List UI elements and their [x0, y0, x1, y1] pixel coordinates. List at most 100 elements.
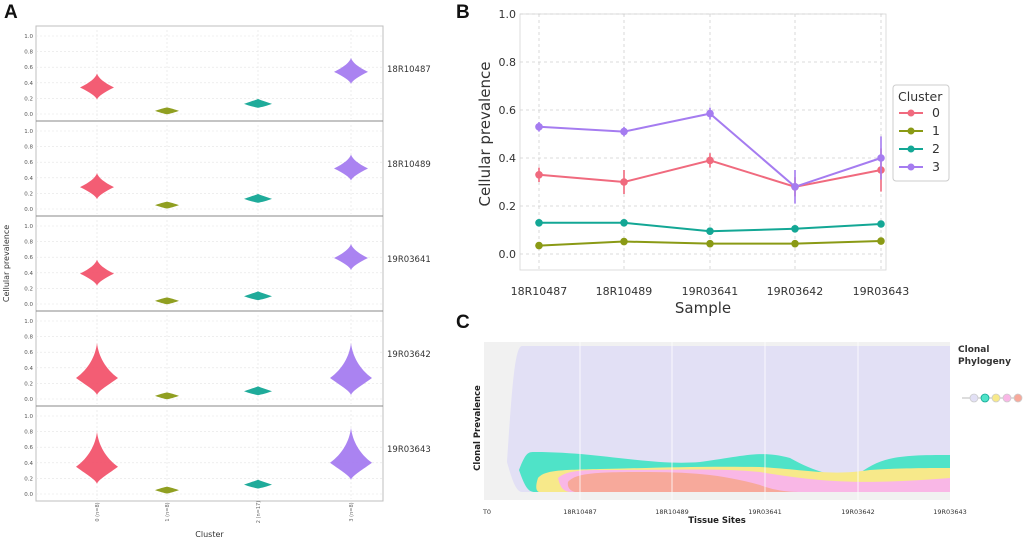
y-tick-label: 1.0: [24, 129, 33, 135]
series-2: [535, 219, 885, 235]
data-point: [877, 237, 885, 245]
panel-c-xlabel: Tissue Sites: [688, 516, 746, 526]
legend-label: 0: [932, 105, 940, 120]
violin-cluster-2: [244, 193, 272, 203]
panel-a-violin-plots: Cellular prevalence Cluster 0.0 0.2 0.4 0.6 0.…: [2, 25, 431, 539]
x-tick-label: 3 (n=8): [349, 502, 355, 521]
data-point: [877, 220, 885, 228]
sample-label: 19R03641: [387, 255, 431, 265]
violin-cluster-3: [330, 427, 372, 480]
x-tick-label: 18R10487: [511, 285, 568, 298]
violin-cluster-3: [334, 57, 368, 84]
x-tick-label: 0 (n=8): [95, 502, 101, 521]
x-tick-label: 19R03643: [853, 285, 910, 298]
y-tick-label: 0.0: [24, 492, 33, 498]
y-tick-label: 0.4: [24, 271, 33, 277]
violin-cluster-0: [76, 431, 118, 484]
y-tick-label: 0.0: [24, 397, 33, 403]
y-tick-label: 0.6: [24, 445, 33, 451]
panel-b-ylabel: Cellular prevalence: [476, 62, 494, 207]
y-tick-label: 0.0: [24, 112, 33, 118]
series-3: [535, 107, 885, 204]
violin-cluster-0: [76, 342, 118, 395]
y-tick-label: 0.8: [24, 145, 33, 151]
phylogeny-node-0: [969, 393, 979, 403]
violin-cluster-1: [155, 201, 179, 209]
y-tick-label: 0.8: [24, 240, 33, 246]
panel-a-frame: [35, 25, 384, 502]
violin-cluster-2: [244, 291, 272, 301]
data-point: [535, 171, 543, 179]
phylogeny-node-3: [1002, 393, 1012, 403]
data-point: [706, 227, 714, 235]
data-point: [535, 123, 543, 131]
legend-label: 3: [932, 159, 940, 174]
panel-b-xlabel: Sample: [675, 299, 731, 317]
violin-cluster-2: [244, 479, 272, 489]
y-tick-label: 0.8: [24, 430, 33, 436]
sample-label: 18R10489: [387, 160, 431, 170]
clone-area-0: [507, 346, 950, 492]
data-point: [706, 156, 714, 165]
y-tick-label: 0.6: [24, 160, 33, 166]
panel-b-line-chart: 0.0 0.2 0.4 0.6 0.8 1.0 18R10487 18R10489 19R036…: [476, 8, 950, 317]
violin-cluster-3: [334, 243, 368, 270]
y-tick-label: 0.8: [24, 50, 33, 56]
y-tick-label: 0.4: [24, 176, 33, 182]
y-tick-label: 0.6: [499, 104, 517, 117]
data-point: [706, 239, 714, 248]
x-tick-label: 19R03641: [748, 508, 781, 516]
x-tick-label: 18R10489: [655, 508, 688, 516]
series-1: [535, 237, 885, 250]
y-tick-label: 0.6: [24, 350, 33, 356]
panel-b-frame: [519, 13, 887, 271]
legend-box: [892, 84, 950, 182]
y-tick-label: 0.0: [24, 207, 33, 213]
data-point: [791, 225, 799, 233]
x-tick-label: 18R10489: [596, 285, 653, 298]
violin-cluster-0: [80, 73, 114, 100]
x-tick-label: T0: [482, 508, 491, 516]
x-tick-label: 19R03642: [841, 508, 874, 516]
phylogeny-node-2: [991, 393, 1001, 403]
panel-c-ylabel: Clonal Prevalence: [473, 385, 483, 471]
y-tick-label: 0.2: [24, 476, 33, 482]
y-tick-label: 0.8: [499, 56, 517, 69]
legend-marker: [907, 145, 915, 153]
x-tick-label: 18R10487: [563, 508, 596, 516]
phylogeny-node-1: [980, 393, 990, 403]
panel-a-xlabel: Cluster: [195, 530, 224, 539]
panel-c-fish-plot: T0 18R10487 18R10489 19R03641 19R03642 19R036…: [473, 342, 1023, 526]
legend-title-line2: Phylogeny: [958, 357, 1011, 367]
panel-label-a: A: [4, 2, 18, 23]
y-tick-label: 0.2: [24, 381, 33, 387]
y-tick-label: 0.2: [24, 191, 33, 197]
panel-a-ylabel: Cellular prevalence: [2, 225, 11, 302]
legend-title-line1: Clonal: [958, 345, 989, 355]
y-tick-label: 0.2: [24, 96, 33, 102]
clone-area-4: [567, 472, 800, 492]
data-point: [620, 127, 628, 136]
panel-label-b: B: [456, 2, 470, 23]
sample-label: 18R10487: [387, 65, 431, 75]
violin-cluster-3: [330, 342, 372, 395]
x-tick-label: 1 (n=8): [165, 502, 171, 521]
violin-cluster-0: [80, 173, 114, 200]
legend-marker: [907, 163, 915, 171]
data-point: [620, 237, 628, 246]
y-tick-label: 0.4: [24, 81, 33, 87]
y-tick-label: 0.6: [24, 255, 33, 261]
data-point: [791, 239, 799, 248]
y-tick-label: 1.0: [499, 8, 517, 21]
x-tick-label: 2 (n=17): [256, 501, 262, 523]
legend-label: 2: [932, 141, 940, 156]
legend-marker: [907, 109, 915, 117]
violin-cluster-1: [155, 392, 179, 400]
violin-cluster-2: [244, 98, 272, 108]
violin-cluster-3: [334, 154, 368, 181]
y-tick-label: 0.2: [499, 200, 517, 213]
data-point: [620, 219, 628, 227]
legend-marker: [907, 127, 915, 135]
phylogeny-legend: Clonal Phylogeny: [958, 345, 1023, 403]
